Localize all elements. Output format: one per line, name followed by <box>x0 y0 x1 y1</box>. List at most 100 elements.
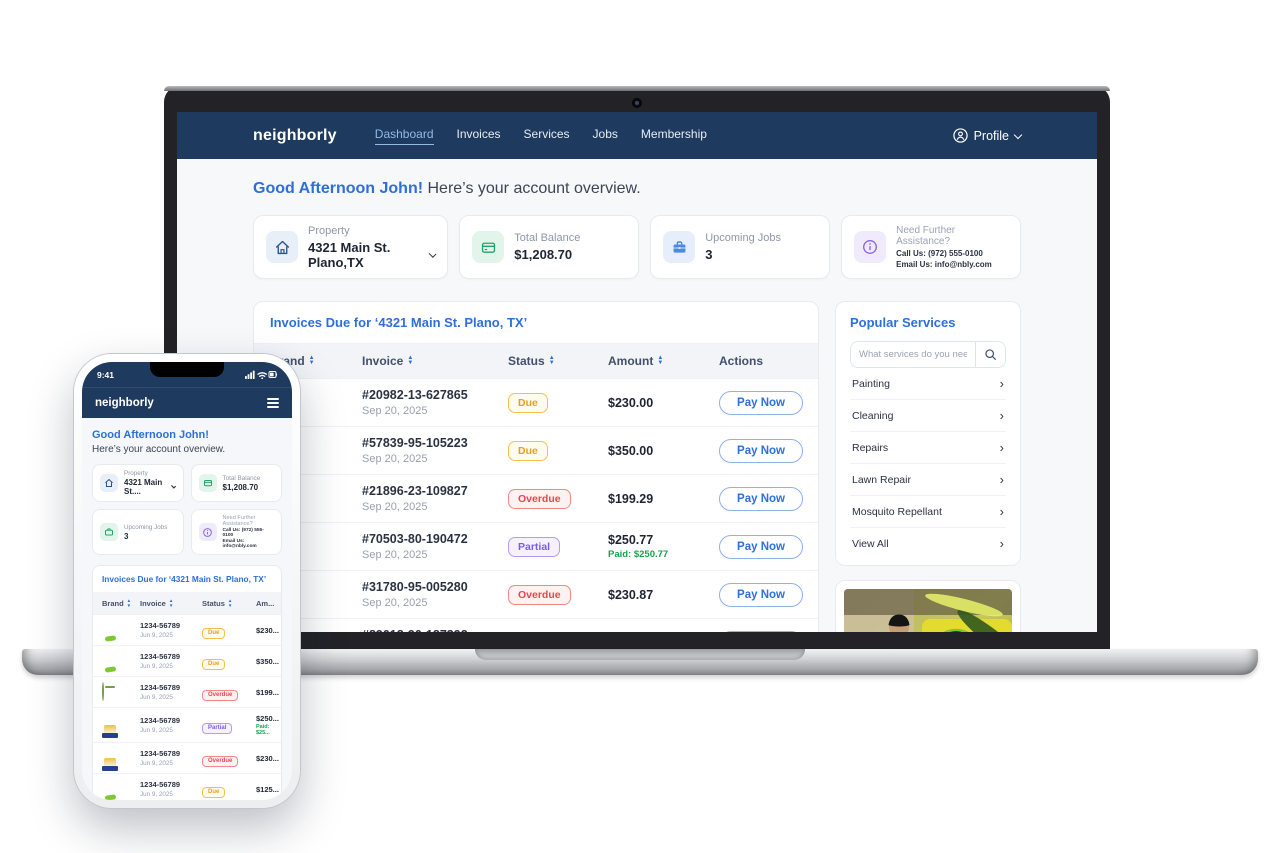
pay-now-button[interactable]: Pay Now <box>719 630 803 632</box>
phone-assistance-card: Need Further Assistance? Call Us: (972) … <box>190 509 282 555</box>
jobs-label: Upcoming Jobs <box>705 232 782 244</box>
sort-icon: ▲ ▼ <box>168 598 174 608</box>
hamburger-menu-icon[interactable] <box>267 397 279 409</box>
property-value: 4321 Main St. Plano,TX <box>308 239 391 270</box>
info-icon <box>198 523 217 541</box>
chevron-right-icon: › <box>999 536 1004 551</box>
info-icon <box>854 231 887 263</box>
invoice-number: 1234-56789 <box>140 621 181 630</box>
chevron-down-icon <box>1013 130 1023 139</box>
col-status: Status <box>508 354 545 368</box>
invoice-amount: $350... <box>256 656 279 666</box>
chevron-down-icon[interactable] <box>428 249 437 258</box>
chevron-right-icon: › <box>999 472 1004 487</box>
phone-greeting-rest: Here’s your account overview. <box>92 444 226 455</box>
page-greeting: Good Afternoon John! Here’s your account… <box>253 180 1021 198</box>
laptop-frame: neighborly Dashboard Invoices Services J… <box>164 86 1110 649</box>
service-item-lawn-repair[interactable]: Lawn Repair › <box>850 464 1006 496</box>
nav-item-jobs[interactable]: Jobs <box>592 126 618 141</box>
invoice-date: Jun 9, 2025 <box>140 632 173 639</box>
greeting-highlight: Good Afternoon John! <box>253 180 424 197</box>
pay-now-button[interactable]: Pay Now <box>719 486 803 511</box>
col-status: Status <box>202 598 225 608</box>
content-row: Invoices Due for ‘4321 Main St. Plano, T… <box>253 301 1021 632</box>
invoices-panel: Invoices Due for ‘4321 Main St. Plano, T… <box>253 301 819 632</box>
assist-phone: Call Us: (972) 555-0100 <box>222 528 264 538</box>
status-badge: Overdue <box>202 755 239 767</box>
phone-invoice-row: 1234-56789 Jun 9, 2025 Partial $250... Pai… <box>93 707 281 742</box>
pay-now-button[interactable]: Pay Now <box>719 534 803 559</box>
col-invoice: Invoice <box>140 598 166 608</box>
signal-icon <box>245 370 255 379</box>
invoice-number: #21896-23-109827 <box>362 484 468 498</box>
invoice-number: #20982-13-627865 <box>362 388 468 402</box>
status-time: 9:41 <box>97 369 115 380</box>
summary-cards: Property 4321 Main St. Plano,TX Total Ba… <box>253 215 1022 279</box>
phone-table-header: Brand ▲ ▼ Invoice ▲ ▼ Status ▲ ▼ Am... <box>93 592 281 614</box>
search-button[interactable] <box>975 342 1005 367</box>
col-amount: Amount <box>608 354 654 368</box>
chevron-right-icon: › <box>999 504 1004 519</box>
invoice-date: Sep 20, 2025 <box>362 597 428 609</box>
nav-item-membership[interactable]: Membership <box>640 126 707 141</box>
invoice-row: #89018-90-187392Sep 20, 2025 Due $125.19… <box>254 618 818 632</box>
service-item-cleaning[interactable]: Cleaning › <box>850 400 1006 432</box>
profile-icon <box>952 128 968 143</box>
nav-item-invoices[interactable]: Invoices <box>456 126 501 141</box>
battery-icon <box>268 371 277 378</box>
chevron-right-icon: › <box>999 408 1004 423</box>
invoice-row: #20982-13-627865 Sep 20, 2025 Due $230.00… <box>254 378 818 426</box>
mosquito-joe-ad-card[interactable]: MOSQUITO JOE <box>835 580 1021 632</box>
sort-icon: ▲ ▼ <box>126 598 132 608</box>
invoice-amount: $230.87 <box>608 587 654 602</box>
phone-notch <box>150 362 224 377</box>
invoice-number: #70503-80-190472 <box>362 532 468 546</box>
property-label: Property <box>308 224 350 237</box>
invoice-date: Jun 9, 2025 <box>140 727 173 734</box>
phone-frame: 9:41 neighborly Good Afternoon John! Her… <box>74 354 300 808</box>
technician-figure <box>888 614 910 632</box>
property-label: Property <box>124 470 148 477</box>
assist-label: Need Further Assistance? <box>222 515 256 527</box>
invoice-number: #89018-90-187392 <box>362 628 508 632</box>
invoice-amount: $350.00 <box>608 443 654 458</box>
phone-invoice-row: 1234-56789 Jun 9, 2025 Due $350... <box>93 645 281 676</box>
pay-now-button[interactable]: Pay Now <box>719 390 803 415</box>
wifi-icon <box>257 372 268 379</box>
chevron-right-icon: › <box>999 440 1004 455</box>
jobs-label: Upcoming Jobs <box>124 523 168 531</box>
status-badge: Due <box>202 627 226 639</box>
profile-label: Profile <box>973 128 1009 143</box>
service-item-repairs[interactable]: Repairs › <box>850 432 1006 464</box>
services-search-input[interactable] <box>851 342 975 367</box>
nav-item-services[interactable]: Services <box>523 126 570 141</box>
balance-value: $1,208.70 <box>514 247 573 262</box>
profile-menu[interactable]: Profile <box>952 128 1023 143</box>
service-item-mosquito-repellant[interactable]: Mosquito Repellant › <box>850 496 1006 528</box>
status-badge: Overdue <box>202 689 239 701</box>
assist-email: Email Us: info@nbly.com <box>222 539 257 549</box>
invoice-date: Jun 9, 2025 <box>140 694 173 701</box>
sort-icon: ▲ ▼ <box>407 355 414 366</box>
status-badge: Partial <box>508 536 561 557</box>
property-card[interactable]: Property 4321 Main St. Plano,TX <box>253 215 449 279</box>
invoice-amount: $250.77 <box>608 533 654 547</box>
invoice-number: #57839-95-105223 <box>362 436 468 450</box>
jobs-value: 3 <box>705 247 713 262</box>
col-invoice: Invoice <box>362 354 404 368</box>
payment-card-icon <box>472 231 505 263</box>
pay-now-button[interactable]: Pay Now <box>719 582 803 607</box>
invoice-date: Sep 20, 2025 <box>362 501 428 513</box>
pay-now-button[interactable]: Pay Now <box>719 438 803 463</box>
sidebar: Popular Services Painting› Cleaning› Rep… <box>835 301 1021 632</box>
invoice-number: 1234-56789 <box>140 716 181 725</box>
invoice-date: Sep 20, 2025 <box>362 453 428 465</box>
greeting-rest: Here’s your account overview. <box>423 180 641 197</box>
service-item-painting[interactable]: Painting › <box>850 368 1006 400</box>
service-item-view-all[interactable]: View All › <box>852 536 1004 551</box>
status-badge: Due <box>202 786 226 798</box>
top-navbar: neighborly Dashboard Invoices Services J… <box>177 112 1097 159</box>
status-badge: Due <box>508 392 548 413</box>
phone-property-card[interactable]: Property 4321 Main St.... <box>92 464 184 502</box>
nav-item-dashboard[interactable]: Dashboard <box>374 127 434 145</box>
